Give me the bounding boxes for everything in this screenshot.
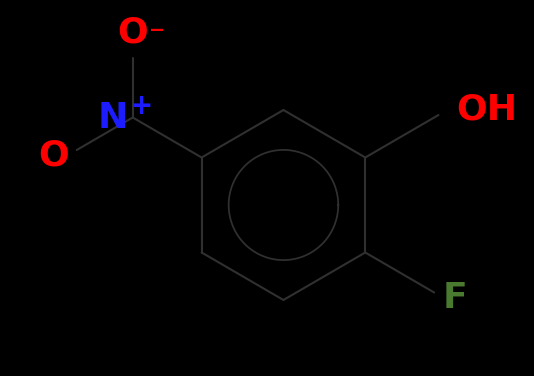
Text: F: F <box>442 280 467 314</box>
Text: N: N <box>97 100 128 135</box>
Text: O: O <box>38 138 69 172</box>
Text: O: O <box>117 15 148 50</box>
Text: ⁻: ⁻ <box>148 23 164 52</box>
Text: +: + <box>130 91 153 120</box>
Text: OH: OH <box>457 93 517 127</box>
